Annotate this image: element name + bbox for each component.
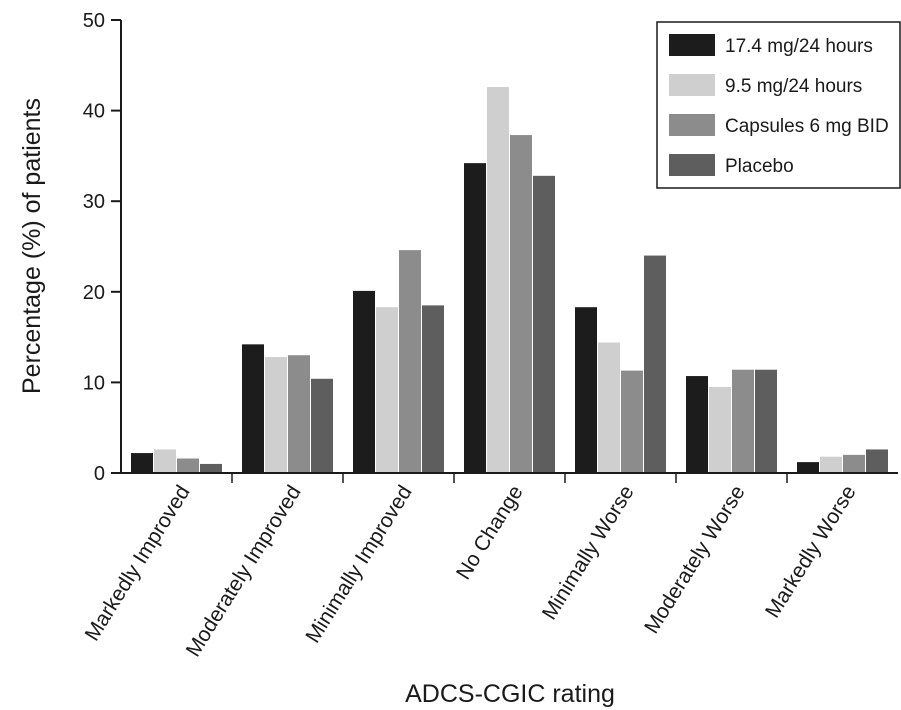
bar	[311, 378, 333, 473]
bar	[242, 344, 264, 473]
legend-swatch	[669, 154, 715, 176]
y-tick-label: 0	[94, 463, 105, 485]
bar	[575, 307, 597, 473]
bar	[376, 307, 398, 473]
bar	[399, 250, 421, 473]
bar	[709, 386, 731, 473]
x-category-label: No Change	[452, 481, 528, 583]
bar	[487, 87, 509, 473]
x-category-label: Minimally Improved	[301, 481, 416, 647]
bar	[177, 458, 199, 473]
x-category-label: Minimally Worse	[538, 481, 639, 623]
bar	[820, 456, 842, 473]
bar	[422, 305, 444, 473]
bar	[154, 449, 176, 473]
bar	[464, 163, 486, 473]
bar	[131, 453, 153, 473]
bar	[200, 463, 222, 473]
legend: 17.4 mg/24 hours 9.5 mg/24 hours Capsules …	[656, 21, 901, 189]
bar	[732, 369, 754, 473]
y-tick-label: 30	[83, 191, 105, 213]
bar	[288, 355, 310, 473]
bar	[797, 462, 819, 473]
bar	[510, 135, 532, 473]
legend-swatch	[669, 114, 715, 136]
bar	[644, 255, 666, 473]
bar	[533, 175, 555, 473]
legend-label: Capsules 6 mg BID	[725, 116, 889, 137]
legend-label: 9.5 mg/24 hours	[725, 76, 862, 97]
axes	[120, 20, 898, 474]
bar	[686, 376, 708, 473]
y-axis-title: Percentage (%) of patients	[18, 98, 46, 394]
y-tick-label: 20	[83, 282, 105, 304]
bar	[353, 290, 375, 473]
bars	[131, 87, 888, 473]
y-tick-label: 50	[83, 10, 105, 32]
legend-label: Placebo	[725, 156, 794, 177]
bar	[866, 449, 888, 473]
bar	[621, 370, 643, 473]
y-tick-label: 10	[83, 372, 105, 394]
y-ticks: 0 10 20 30 40 50	[83, 10, 121, 485]
bar	[755, 369, 777, 473]
x-category-label: Markedly Improved	[81, 481, 195, 645]
bar	[843, 454, 865, 473]
bar	[598, 342, 620, 473]
y-tick-label: 40	[83, 101, 105, 123]
legend-swatch	[669, 34, 715, 56]
x-category-label: Moderately Improved	[182, 481, 306, 660]
bar	[265, 357, 287, 473]
x-category-label: Moderately Worse	[640, 481, 750, 637]
x-axis-title: ADCS-CGIC rating	[405, 680, 615, 708]
legend-label: 17.4 mg/24 hours	[725, 36, 873, 57]
x-category-label: Markedly Worse	[761, 481, 861, 622]
legend-swatch	[669, 74, 715, 96]
